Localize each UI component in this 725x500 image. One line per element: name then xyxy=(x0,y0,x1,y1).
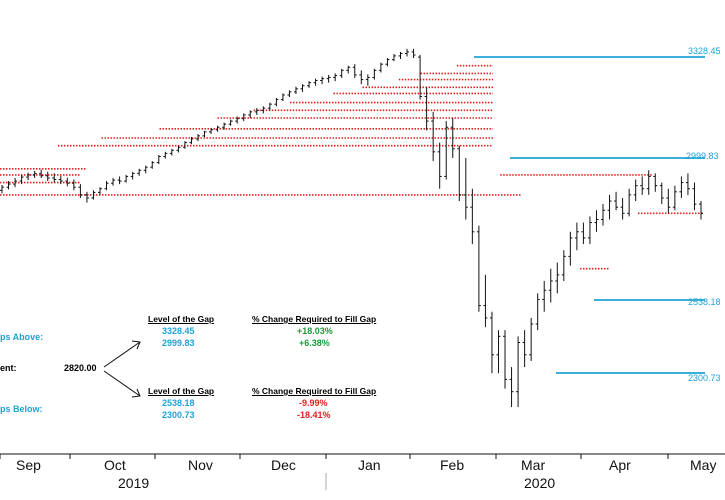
current-value: 2820.00 xyxy=(64,363,97,373)
year-label-2019: 2019 xyxy=(118,475,150,491)
month-label-feb: Feb xyxy=(440,457,465,473)
arrow-down-head xyxy=(131,388,141,398)
month-label-jan: Jan xyxy=(358,457,381,473)
arrow-up-shaft xyxy=(103,341,141,368)
gap-label-2999: 2999.83 xyxy=(686,151,719,161)
above-level-2: 2999.83 xyxy=(162,338,195,348)
gaps-above-label: ps Above: xyxy=(0,332,44,342)
below-pct-1: -9.99% xyxy=(299,398,328,408)
arrow-down-shaft xyxy=(103,370,141,397)
month-label-mar: Mar xyxy=(521,457,546,473)
month-label-dec: Dec xyxy=(271,457,296,473)
below-pct-2: -18.41% xyxy=(297,410,331,420)
month-label-nov: Nov xyxy=(188,457,213,473)
below-header-level: Level of the Gap xyxy=(148,386,215,396)
month-label-may: May xyxy=(690,457,717,473)
year-label-2020: 2020 xyxy=(524,475,556,491)
current-label: ent: xyxy=(0,363,17,373)
gap-label-2538: 2538.18 xyxy=(688,297,721,307)
gap-label-3328: 3328.45 xyxy=(688,46,721,56)
above-header-level: Level of the Gap xyxy=(148,314,215,324)
gap-label-2300: 2300.73 xyxy=(688,373,721,383)
gaps-below-label: ps Below: xyxy=(0,404,43,414)
month-label-oct: Oct xyxy=(104,457,126,473)
arrow-up-head xyxy=(131,340,141,350)
below-level-1: 2538.18 xyxy=(162,398,195,408)
above-pct-1: +18.03% xyxy=(297,326,333,336)
below-header-pct: % Change Required to Fill Gap xyxy=(252,386,377,396)
above-level-1: 3328.45 xyxy=(162,326,195,336)
above-pct-2: +6.38% xyxy=(299,338,330,348)
below-level-2: 2300.73 xyxy=(162,410,195,420)
above-header-pct: % Change Required to Fill Gap xyxy=(252,314,377,324)
month-label-apr: Apr xyxy=(609,457,631,473)
month-label-sep: Sep xyxy=(16,457,41,473)
